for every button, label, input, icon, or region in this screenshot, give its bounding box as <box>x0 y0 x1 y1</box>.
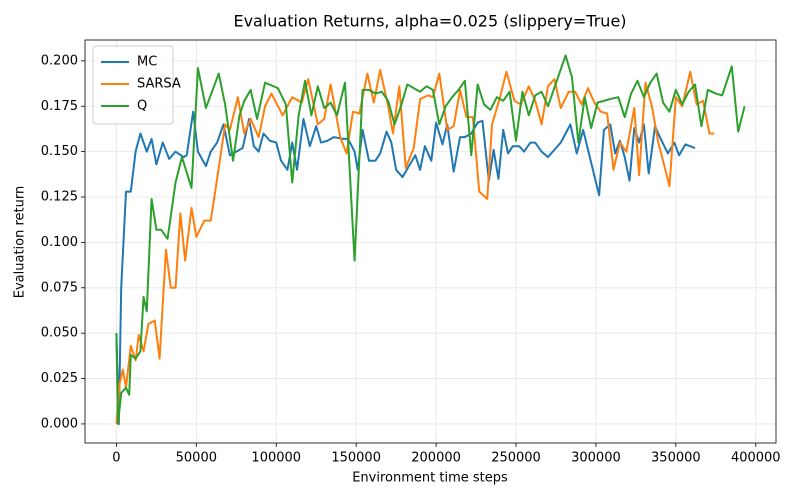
y-tick-label: 0.125 <box>41 190 78 205</box>
x-tick-label: 0 <box>112 451 120 466</box>
y-tick-label: 0.200 <box>41 53 78 68</box>
series-line <box>115 54 746 425</box>
x-tick-label: 50000 <box>176 451 217 466</box>
x-tick-label: 200000 <box>411 451 461 466</box>
y-tick-label: 0.100 <box>41 235 78 250</box>
y-tick-label: 0.050 <box>41 326 78 341</box>
legend-label: MC <box>137 55 157 70</box>
series-line <box>115 110 696 425</box>
y-tick-label: 0.150 <box>41 144 78 159</box>
y-tick-label: 0.075 <box>41 280 78 295</box>
y-axis-label: Evaluation return <box>13 186 28 298</box>
x-axis-label: Environment time steps <box>352 471 508 486</box>
legend: MC SARSA Q <box>92 45 181 125</box>
x-tick-label: 300000 <box>571 451 621 466</box>
y-tick-label: 0.000 <box>41 416 78 431</box>
x-tick-label: 350000 <box>651 451 701 466</box>
x-tick-label: 250000 <box>491 451 541 466</box>
y-tick-label: 0.175 <box>41 99 78 114</box>
x-tick-label: 100000 <box>251 451 301 466</box>
legend-box <box>92 45 174 125</box>
x-tick-label: 150000 <box>331 451 381 466</box>
chart-title: Evaluation Returns, alpha=0.025 (slipper… <box>233 12 626 31</box>
series-line <box>115 68 715 425</box>
legend-label: Q <box>137 99 147 114</box>
plot-frame <box>84 39 777 444</box>
x-tick-label: 400000 <box>731 451 781 466</box>
legend-label: SARSA <box>137 77 181 92</box>
y-tick-label: 0.025 <box>41 371 78 386</box>
